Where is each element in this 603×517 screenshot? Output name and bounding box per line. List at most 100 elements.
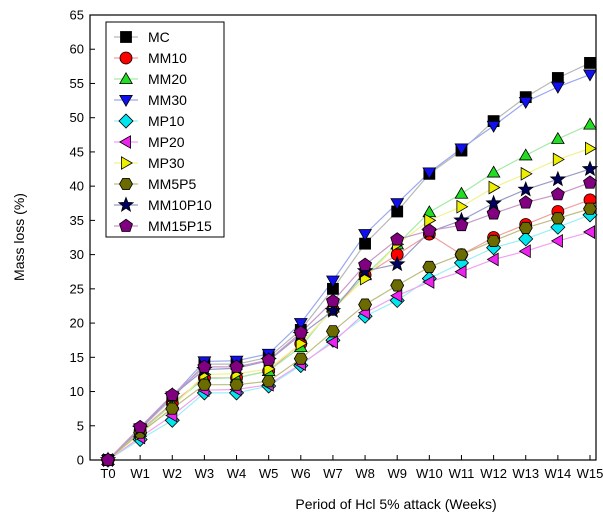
y-tick-label: 55 xyxy=(70,76,84,91)
data-point-mc xyxy=(551,72,564,84)
series-line-mm15p15 xyxy=(107,182,591,461)
legend: MC MM10 MM20 MM30 MP10 MP20 MP30 MM5P5 MM10P10 MM… xyxy=(105,21,225,238)
data-point-mp30 xyxy=(456,199,469,214)
data-point-mp10 xyxy=(518,231,534,247)
x-tick-label: W12 xyxy=(480,466,507,481)
plot-area xyxy=(89,14,597,461)
data-point-mp20 xyxy=(550,233,563,248)
data-point-mm20 xyxy=(583,117,597,130)
data-point-mm15p15 xyxy=(486,206,501,220)
data-point-mm30 xyxy=(550,81,565,94)
data-point-mm20 xyxy=(550,131,565,144)
data-point-mm30 xyxy=(518,96,533,109)
x-axis-title: Period of Hcl 5% attack (Weeks) xyxy=(295,496,496,512)
x-tick-label: W4 xyxy=(227,466,247,481)
data-point-mm15p15 xyxy=(229,359,244,373)
series-line-mm30 xyxy=(107,73,591,461)
data-point-mm30 xyxy=(454,143,469,156)
x-tick-label: W13 xyxy=(512,466,539,481)
data-point-mm30 xyxy=(326,275,340,288)
series-lines xyxy=(107,62,591,461)
data-point-mm5p5 xyxy=(454,248,469,261)
legend-marker-mp30 xyxy=(121,156,133,170)
y-tick-label: 45 xyxy=(70,144,84,159)
series-line-mp20 xyxy=(107,231,591,461)
legend-label-mm30: MM30 xyxy=(148,92,187,108)
data-point-mp20 xyxy=(422,275,435,289)
y-tick-label: 25 xyxy=(70,281,84,296)
data-point-mp30 xyxy=(585,141,597,156)
x-tick-label: W14 xyxy=(544,466,571,481)
data-point-mp30 xyxy=(552,152,565,167)
x-tick-label: W5 xyxy=(259,466,279,481)
data-point-mm30 xyxy=(390,198,405,211)
legend-marker-mp20 xyxy=(119,135,132,149)
data-point-mm5p5 xyxy=(165,402,180,415)
x-tick-label: W8 xyxy=(355,466,375,481)
data-point-mm5p5 xyxy=(583,202,597,215)
y-tick-label: 5 xyxy=(77,418,84,433)
data-point-mm5p5 xyxy=(325,325,340,338)
x-axis: T0 W1 W2 W3 W4 W5 W6 W7 W8 W9 W10 W11 W12 W13 W14 W15 xyxy=(100,455,603,481)
x-tick-label: W3 xyxy=(195,466,215,481)
legend-marker-mp10 xyxy=(118,113,134,129)
legend-marker-mm10p10 xyxy=(117,196,135,212)
data-point-mm15p15 xyxy=(101,452,115,466)
data-point-mm15p15 xyxy=(550,187,565,201)
y-tick-label: 60 xyxy=(70,42,84,57)
data-point-mp30 xyxy=(295,336,308,351)
y-tick-label: 15 xyxy=(70,350,84,365)
data-point-mm5p5 xyxy=(422,260,437,273)
legend-label-mc: MC xyxy=(148,29,170,45)
y-tick-label: 10 xyxy=(70,384,84,399)
data-point-mm10p10 xyxy=(549,170,567,187)
data-point-mm30 xyxy=(358,229,372,242)
data-point-mm10p10 xyxy=(324,302,342,318)
data-point-mm10p10 xyxy=(389,255,406,272)
data-point-mp20 xyxy=(518,244,531,259)
data-point-mm15p15 xyxy=(422,223,437,237)
data-point-mm15p15 xyxy=(390,232,405,246)
data-point-mm5p5 xyxy=(293,352,308,365)
data-point-mm15p15 xyxy=(583,175,597,189)
data-point-mm15p15 xyxy=(358,257,373,271)
x-tick-label: W1 xyxy=(130,466,150,481)
data-point-mp20 xyxy=(582,225,595,239)
data-point-mm5p5 xyxy=(518,221,533,234)
x-tick-label: W10 xyxy=(416,466,443,481)
data-point-mm10p10 xyxy=(517,180,534,197)
y-tick-label: 50 xyxy=(70,110,84,125)
y-tick-label: 20 xyxy=(70,316,84,331)
data-point-mm30 xyxy=(583,69,597,82)
data-point-mm30 xyxy=(422,167,437,180)
series-line-mm5p5 xyxy=(107,208,591,461)
y-tick-label: 40 xyxy=(70,179,84,194)
data-point-mm15p15 xyxy=(261,352,276,366)
data-point-mm5p5 xyxy=(261,375,276,388)
data-point-mp30 xyxy=(424,213,437,228)
data-point-mm20 xyxy=(486,165,501,178)
data-point-mc xyxy=(584,57,596,69)
data-point-mp30 xyxy=(488,180,501,195)
data-point-mp20 xyxy=(325,335,338,350)
y-axis: 0 5 10 15 20 25 30 35 40 45 50 55 60 65 xyxy=(70,8,95,468)
legend-marker-mm20 xyxy=(119,72,133,84)
y-tick-label: 0 xyxy=(77,453,84,468)
x-tick-label: W9 xyxy=(387,466,407,481)
series-markers xyxy=(99,57,599,468)
legend-label-mp10: MP10 xyxy=(148,113,185,129)
data-point-mm20 xyxy=(518,148,533,161)
data-point-mm5p5 xyxy=(358,298,373,311)
data-point-mp30 xyxy=(520,166,533,181)
plot-frame xyxy=(89,14,597,461)
data-point-mm5p5 xyxy=(486,234,501,247)
data-point-mm30 xyxy=(293,318,308,331)
data-point-mm10p10 xyxy=(581,160,599,177)
legend-label-mp20: MP20 xyxy=(148,134,185,150)
data-point-mm30 xyxy=(486,120,501,133)
data-point-mm5p5 xyxy=(390,279,405,292)
data-point-mm5p5 xyxy=(229,378,244,391)
data-point-mm5p5 xyxy=(550,212,565,225)
x-tick-label: W6 xyxy=(291,466,311,481)
